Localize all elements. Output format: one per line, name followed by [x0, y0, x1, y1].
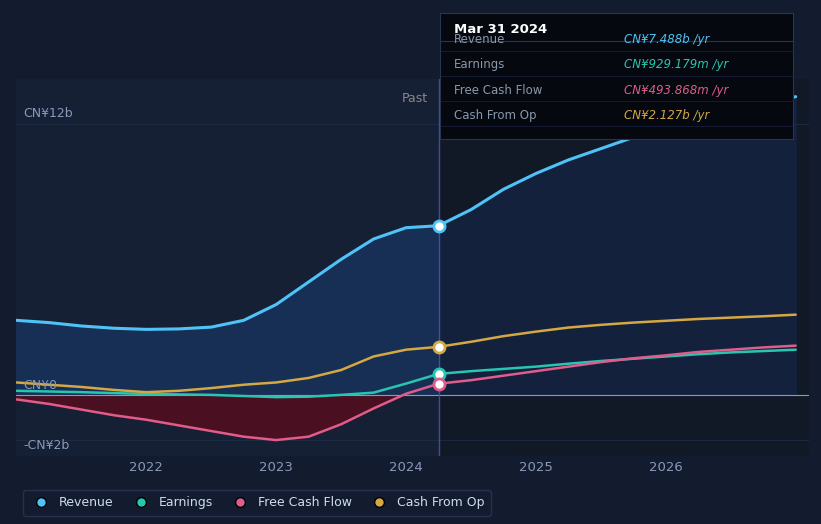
Text: CN¥0: CN¥0	[23, 379, 57, 392]
Text: CN¥12b: CN¥12b	[23, 107, 72, 121]
Text: Free Cash Flow: Free Cash Flow	[454, 83, 543, 96]
Legend: Revenue, Earnings, Free Cash Flow, Cash From Op: Revenue, Earnings, Free Cash Flow, Cash …	[23, 490, 490, 516]
Text: CN¥2.127b /yr: CN¥2.127b /yr	[624, 108, 709, 122]
Text: CN¥7.488b /yr: CN¥7.488b /yr	[624, 33, 709, 46]
Text: Analysts Forecasts: Analysts Forecasts	[454, 92, 571, 105]
Bar	[16, 79, 438, 456]
Text: CN¥929.179m /yr: CN¥929.179m /yr	[624, 58, 728, 71]
Text: Earnings: Earnings	[454, 58, 506, 71]
Text: Past: Past	[402, 92, 428, 105]
Text: Mar 31 2024: Mar 31 2024	[454, 23, 548, 36]
Text: -CN¥2b: -CN¥2b	[23, 440, 69, 453]
Bar	[438, 79, 809, 456]
Text: Revenue: Revenue	[454, 33, 506, 46]
Text: CN¥493.868m /yr: CN¥493.868m /yr	[624, 83, 728, 96]
Text: Cash From Op: Cash From Op	[454, 108, 537, 122]
